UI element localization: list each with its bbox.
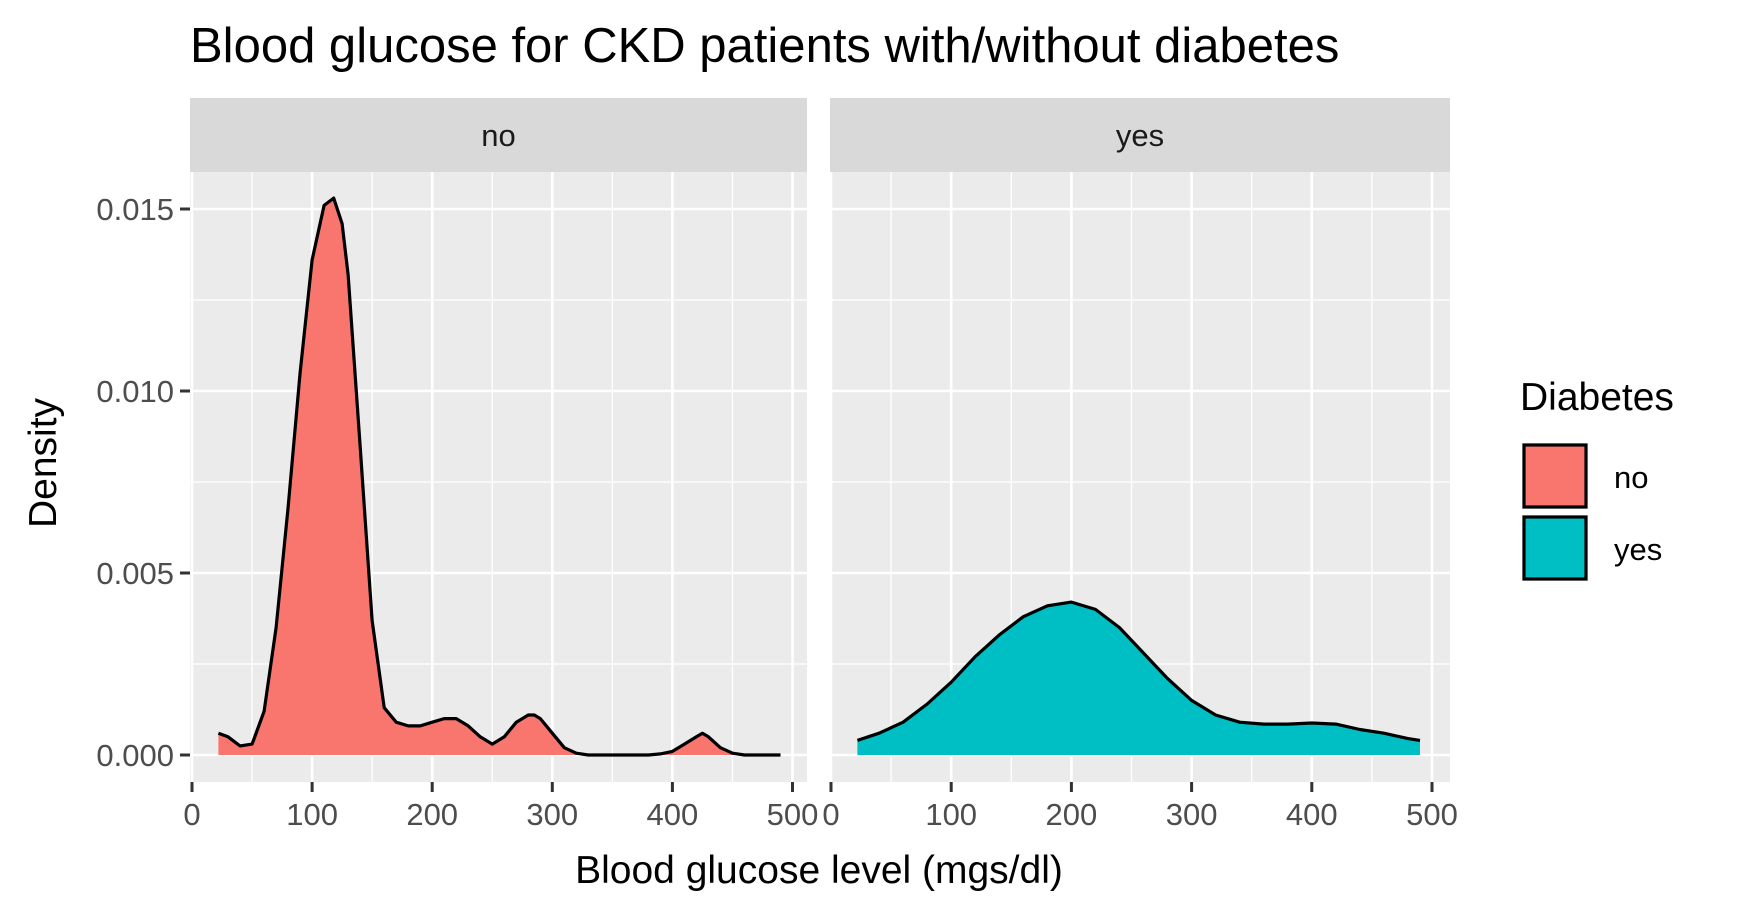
chart-title: Blood glucose for CKD patients with/with… bbox=[190, 19, 1339, 73]
density-area-no bbox=[218, 198, 781, 756]
y-tick-label: 0.000 bbox=[96, 738, 174, 773]
legend: Diabetes no yes bbox=[1520, 376, 1674, 581]
facet-panel-no: no 0 100 200 300 400 500 bbox=[183, 98, 818, 832]
x-tick-label: 300 bbox=[526, 797, 578, 832]
facet-strip bbox=[190, 98, 807, 172]
facet-panel-yes: yes 0 100 200 300 400 500 bbox=[822, 98, 1458, 832]
density-area-yes bbox=[857, 602, 1420, 755]
x-tick-label: 500 bbox=[767, 797, 819, 832]
legend-item-yes: yes bbox=[1522, 515, 1662, 581]
legend-key-no bbox=[1522, 443, 1588, 509]
density-line-no bbox=[217, 196, 781, 757]
legend-label-yes: yes bbox=[1614, 532, 1662, 567]
facet-strip-label: no bbox=[481, 118, 515, 153]
x-tick-label: 300 bbox=[1166, 797, 1218, 832]
x-tick-label: 100 bbox=[925, 797, 977, 832]
y-tick-label: 0.015 bbox=[96, 192, 174, 227]
x-tick-label: 400 bbox=[1286, 797, 1338, 832]
x-tick-label: 500 bbox=[1406, 797, 1458, 832]
x-tick-label: 200 bbox=[406, 797, 458, 832]
facet-strip bbox=[830, 98, 1450, 172]
x-tick-label: 100 bbox=[286, 797, 338, 832]
x-tick-label: 0 bbox=[183, 797, 200, 832]
x-tick-label: 200 bbox=[1046, 797, 1098, 832]
x-axis-title: Blood glucose level (mgs/dl) bbox=[575, 849, 1063, 892]
facet-strip-label: yes bbox=[1116, 118, 1164, 153]
legend-label-no: no bbox=[1614, 460, 1648, 495]
x-tick-label: 0 bbox=[822, 797, 839, 832]
y-axis: 0.000 0.005 0.010 0.015 bbox=[96, 192, 190, 773]
legend-key-yes bbox=[1522, 515, 1588, 581]
y-tick-label: 0.010 bbox=[96, 374, 174, 409]
x-tick-label: 400 bbox=[647, 797, 699, 832]
legend-item-no: no bbox=[1522, 443, 1648, 509]
y-tick-label: 0.005 bbox=[96, 556, 174, 591]
y-axis-title: Density bbox=[22, 397, 65, 528]
legend-title: Diabetes bbox=[1520, 376, 1674, 419]
density-line-yes bbox=[856, 600, 1421, 742]
facet-panels: no 0 100 200 300 400 500 yes 0 100 200 300 400 500 bbox=[183, 98, 1458, 832]
